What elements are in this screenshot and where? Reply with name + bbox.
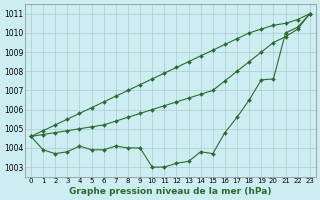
X-axis label: Graphe pression niveau de la mer (hPa): Graphe pression niveau de la mer (hPa): [69, 187, 272, 196]
